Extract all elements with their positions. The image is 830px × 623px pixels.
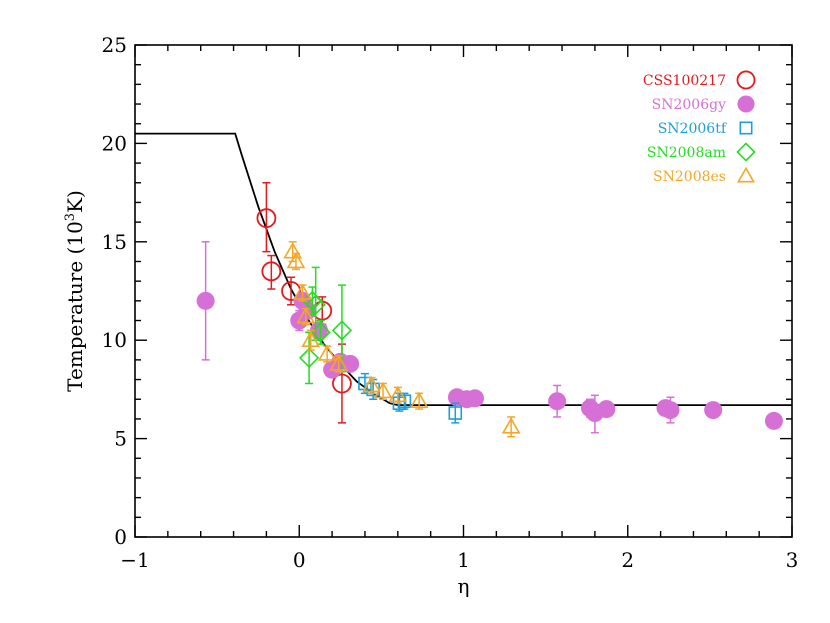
y-tick-label: 25 bbox=[102, 33, 127, 57]
filled-circle-marker bbox=[764, 411, 783, 430]
open-diamond-marker bbox=[305, 294, 326, 315]
open-diamond-marker bbox=[298, 347, 320, 369]
legend-marker bbox=[736, 142, 756, 162]
open-triangle-marker bbox=[301, 330, 321, 348]
open-triangle-marker bbox=[362, 375, 381, 393]
legend-label: SN2006gy bbox=[652, 97, 726, 113]
open-triangle-marker bbox=[501, 417, 521, 434]
plot-frame bbox=[134, 44, 793, 538]
x-tick-label: 3 bbox=[786, 548, 799, 572]
open-triangle-marker bbox=[388, 385, 408, 403]
open-triangle-marker bbox=[317, 344, 337, 361]
y-axis-title-tail: K) bbox=[63, 190, 87, 213]
legend-label: CSS100217 bbox=[643, 73, 726, 89]
y-axis-title-main: Temperature (10 bbox=[63, 221, 87, 392]
filled-circle-marker bbox=[196, 291, 215, 310]
filled-circle-marker bbox=[548, 392, 567, 411]
legend-marker bbox=[739, 121, 753, 135]
filled-circle-marker bbox=[704, 401, 723, 420]
x-tick-label: 0 bbox=[293, 548, 306, 572]
filled-circle-marker bbox=[597, 400, 616, 419]
open-diamond-marker bbox=[310, 322, 331, 343]
y-axis-title-exponent: 3 bbox=[63, 213, 78, 221]
filled-circle-marker bbox=[465, 389, 484, 408]
open-circle-marker bbox=[332, 373, 352, 394]
filled-circle-marker bbox=[661, 401, 680, 420]
legend-label: SN2008am bbox=[647, 145, 726, 161]
data-markers-layer bbox=[196, 182, 783, 438]
series-css100217 bbox=[256, 182, 352, 424]
y-tick-label: 5 bbox=[114, 427, 127, 451]
legend: CSS100217 SN2006gy SN2006tf SN2008am SN2008e… bbox=[643, 70, 756, 185]
y-tick-label: 10 bbox=[102, 328, 127, 352]
x-tick-label: 1 bbox=[457, 548, 470, 572]
open-square-marker bbox=[448, 406, 463, 420]
x-tick-label: −1 bbox=[120, 548, 149, 572]
open-triangle-marker bbox=[296, 306, 316, 324]
series-sn2006gy bbox=[196, 241, 783, 434]
axis-ticks bbox=[134, 44, 793, 538]
open-triangle-marker bbox=[293, 283, 312, 300]
y-tick-label: 15 bbox=[102, 230, 127, 254]
legend-marker bbox=[737, 166, 755, 183]
y-tick-label: 0 bbox=[114, 525, 127, 549]
open-diamond-marker bbox=[331, 320, 353, 341]
x-tick-label: 2 bbox=[621, 548, 634, 572]
x-axis-title: η bbox=[458, 574, 470, 598]
open-triangle-marker bbox=[286, 251, 306, 269]
legend-label: SN2008es bbox=[653, 169, 726, 185]
open-circle-marker bbox=[281, 281, 301, 301]
y-axis-title: Temperature (103K) bbox=[63, 190, 87, 392]
open-triangle-marker bbox=[373, 381, 393, 399]
open-circle-marker bbox=[256, 208, 277, 229]
open-triangle-marker bbox=[329, 354, 349, 371]
legend-marker bbox=[736, 70, 756, 90]
y-tick-label: 20 bbox=[102, 131, 127, 155]
legend-marker bbox=[737, 95, 755, 113]
series-sn2008am bbox=[298, 266, 353, 385]
open-circle-marker bbox=[261, 261, 282, 282]
legend-label: SN2006tf bbox=[658, 121, 728, 137]
open-triangle-marker bbox=[409, 391, 429, 409]
series-sn2008es bbox=[283, 241, 521, 438]
open-square-marker bbox=[392, 396, 407, 410]
